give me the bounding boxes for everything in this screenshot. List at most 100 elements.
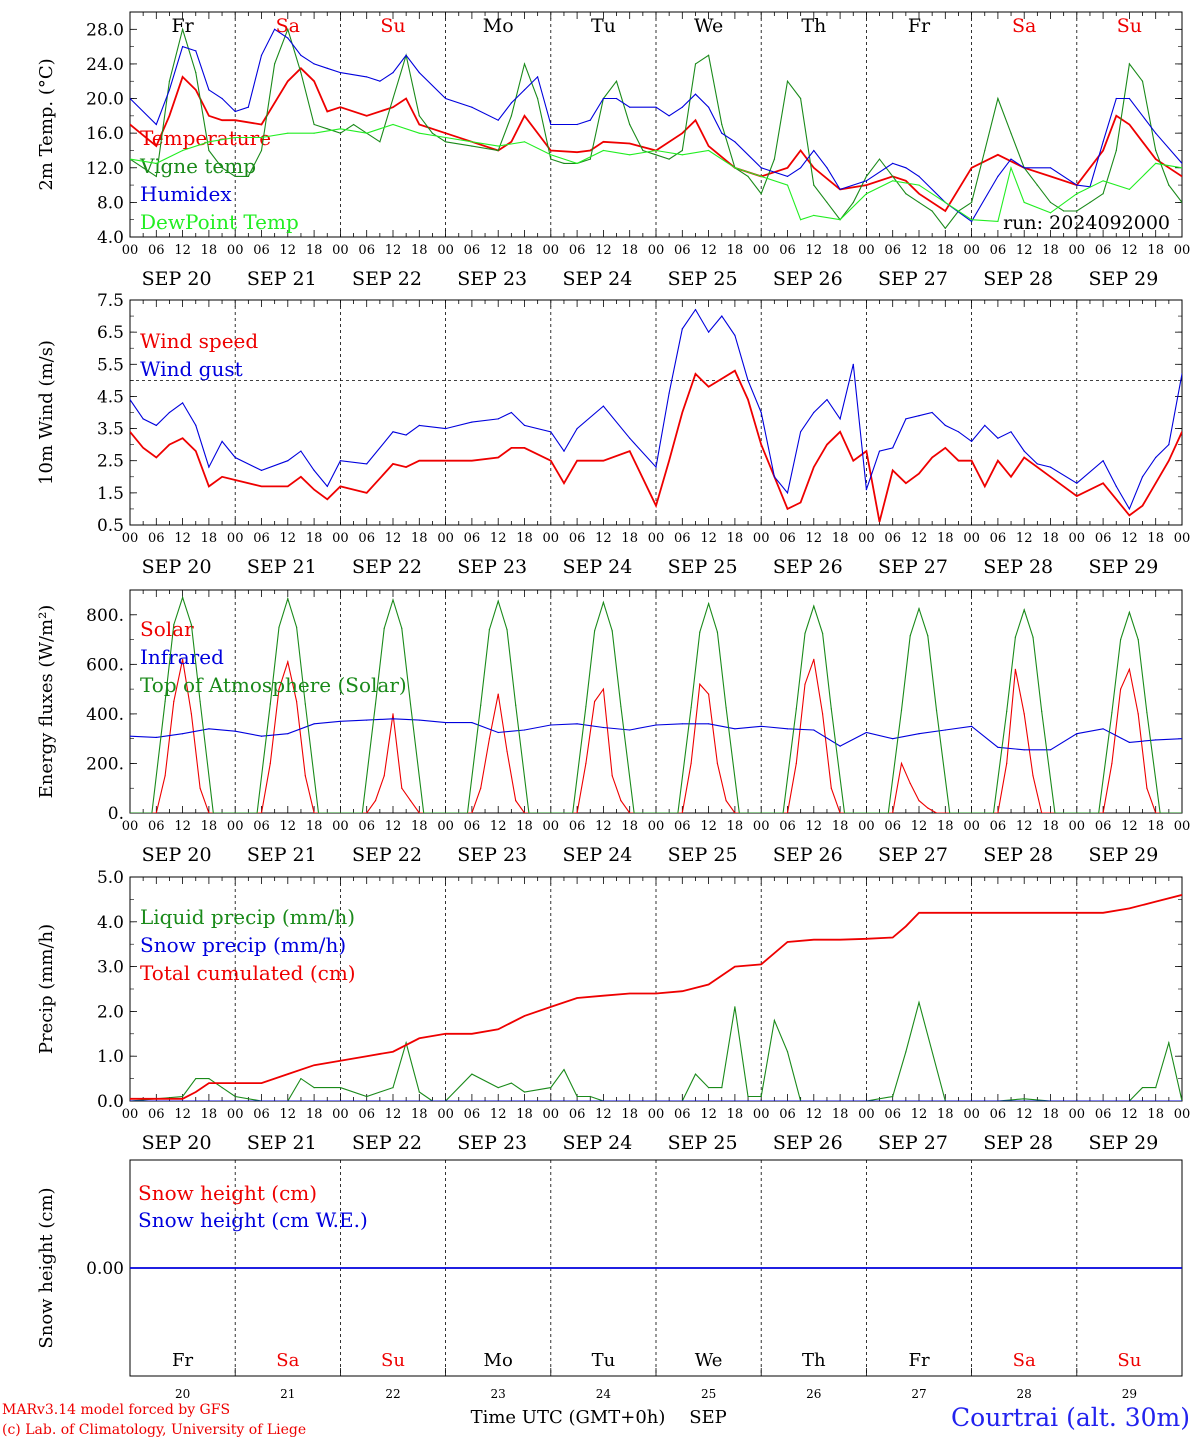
data-point xyxy=(708,983,710,986)
hour-tick-label: 00 xyxy=(1174,243,1191,258)
data-point xyxy=(760,812,762,813)
hour-tick-label: 18 xyxy=(937,243,954,258)
data-point xyxy=(497,456,499,459)
date-label: SEP 29 xyxy=(1088,844,1158,866)
data-point xyxy=(760,175,762,177)
date-label: SEP 26 xyxy=(773,844,843,866)
data-point xyxy=(208,485,210,487)
hour-tick-label: 18 xyxy=(1042,531,1059,546)
legend-entry: Snow precip (mm/h) xyxy=(140,933,346,957)
hour-tick-label: 18 xyxy=(621,531,638,546)
y-tick-label: 16.0 xyxy=(86,124,124,144)
hour-tick-label: 00 xyxy=(1174,1107,1191,1122)
data-point xyxy=(786,1051,789,1053)
data-point xyxy=(800,167,802,169)
data-point xyxy=(1036,463,1038,465)
hour-tick-label: 00 xyxy=(648,243,665,258)
data-point xyxy=(208,1082,210,1084)
data-point xyxy=(168,115,170,117)
date-label: SEP 22 xyxy=(352,268,422,290)
hour-tick-label: 12 xyxy=(806,243,823,258)
series-line-wind-speed xyxy=(130,369,1182,523)
data-point xyxy=(681,154,683,156)
data-point xyxy=(1159,812,1161,813)
data-point xyxy=(747,1095,749,1098)
data-point xyxy=(668,115,670,117)
data-point xyxy=(151,812,153,813)
data-point xyxy=(418,123,420,126)
hour-tick-label: 06 xyxy=(884,819,901,834)
hour-tick-label: 18 xyxy=(516,1107,533,1122)
hour-tick-label: 06 xyxy=(253,1107,270,1122)
data-point xyxy=(629,154,631,156)
data-point xyxy=(1076,495,1078,497)
data-point xyxy=(694,93,697,95)
hour-tick-label: 06 xyxy=(569,243,586,258)
data-point xyxy=(734,966,736,968)
data-point xyxy=(681,132,683,134)
data-point xyxy=(510,1082,512,1084)
date-label: SEP 24 xyxy=(562,844,632,866)
data-point xyxy=(734,167,736,169)
data-point xyxy=(971,460,973,462)
hour-tick-label: 00 xyxy=(543,1107,560,1122)
date-label: SEP 24 xyxy=(562,1132,632,1154)
hour-tick-label: 18 xyxy=(937,819,954,834)
hour-tick-label: 06 xyxy=(569,531,586,546)
data-point xyxy=(155,424,157,426)
data-point xyxy=(1137,713,1139,715)
data-point xyxy=(313,812,315,813)
series-line-wind-gust xyxy=(130,308,1182,511)
data-point xyxy=(418,132,420,134)
data-point xyxy=(1102,141,1104,143)
data-point xyxy=(300,1078,302,1080)
y-axis-label: 2m Temp. (°C) xyxy=(36,58,57,190)
data-point xyxy=(804,683,806,685)
data-point xyxy=(694,373,697,375)
hour-tick-label: 18 xyxy=(1042,819,1059,834)
legend-entry: Wind gust xyxy=(140,357,243,381)
data-point xyxy=(1128,668,1130,670)
data-point xyxy=(471,1033,473,1035)
data-point xyxy=(694,119,697,121)
data-point xyxy=(1023,450,1025,452)
date-label: SEP 24 xyxy=(562,556,632,578)
data-point xyxy=(1063,210,1065,212)
data-point xyxy=(1049,167,1052,169)
hour-tick-label: 18 xyxy=(411,243,428,258)
legend-entry: Wind speed xyxy=(140,329,258,353)
legend-entry: Snow height (cm) xyxy=(138,1181,317,1205)
data-point xyxy=(795,708,797,710)
hour-tick-label: 06 xyxy=(464,531,481,546)
data-point xyxy=(655,812,657,813)
data-point xyxy=(195,450,197,452)
data-point xyxy=(1023,456,1025,459)
data-point xyxy=(1155,149,1157,152)
hour-tick-label: 18 xyxy=(727,243,744,258)
date-label: SEP 21 xyxy=(247,1132,317,1154)
data-point xyxy=(1141,80,1144,82)
data-point xyxy=(182,437,184,439)
data-point xyxy=(208,149,210,152)
data-point xyxy=(944,227,946,229)
data-point xyxy=(1181,738,1182,740)
data-point xyxy=(918,608,920,610)
data-point xyxy=(905,180,907,182)
data-point xyxy=(366,1095,368,1098)
hour-tick-label: 06 xyxy=(464,819,481,834)
data-point xyxy=(1006,762,1008,765)
y-tick-label: 12.0 xyxy=(86,159,124,179)
hour-tick-label: 00 xyxy=(332,531,349,546)
data-point xyxy=(195,72,197,74)
data-point xyxy=(708,386,710,388)
data-point xyxy=(681,328,683,330)
data-point xyxy=(655,149,657,152)
data-point xyxy=(497,119,499,121)
hour-tick-label: 12 xyxy=(280,819,297,834)
hour-tick-label: 00 xyxy=(122,243,139,258)
date-label: SEP 26 xyxy=(773,556,843,578)
data-point xyxy=(221,167,223,169)
data-point xyxy=(563,450,565,452)
data-point xyxy=(1049,812,1052,813)
data-point xyxy=(760,963,762,966)
